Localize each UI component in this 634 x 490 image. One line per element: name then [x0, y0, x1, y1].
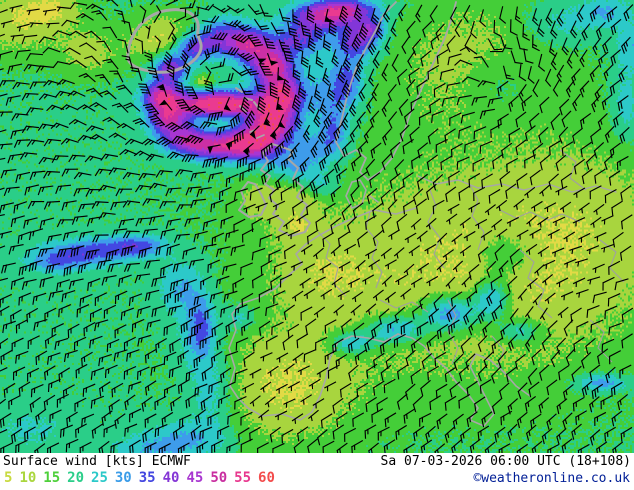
forecast-datetime: Sa 07-03-2026 06:00 UTC (18+108) [380, 454, 631, 469]
wind-barbs-layer [0, 0, 634, 453]
map-overlay [0, 0, 634, 453]
legend-value: 30 [114, 470, 132, 486]
legend-value: 35 [138, 470, 156, 486]
legend-value: 40 [162, 470, 180, 486]
legend-value: 50 [210, 470, 228, 486]
legend-value: 5 [4, 470, 13, 486]
legend-value: 20 [67, 470, 85, 486]
wind-map [0, 0, 634, 453]
wind-speed-legend: 5 10 15 20 25 30 35 40 45 50 55 60 [0, 470, 282, 486]
status-bar: Surface wind [kts] ECMWF Sa 07-03-2026 0… [0, 453, 634, 490]
legend-value: 25 [91, 470, 108, 486]
copyright-link[interactable]: ©weatheronline.co.uk [473, 471, 630, 486]
legend-value: 15 [43, 470, 61, 486]
product-title: Surface wind [kts] ECMWF [3, 454, 191, 469]
legend-value: 45 [186, 470, 204, 486]
legend-value: 10 [19, 470, 37, 486]
legend-value: 55 [234, 470, 252, 486]
legend-value: 60 [258, 470, 275, 486]
coastlines [126, 1, 617, 427]
